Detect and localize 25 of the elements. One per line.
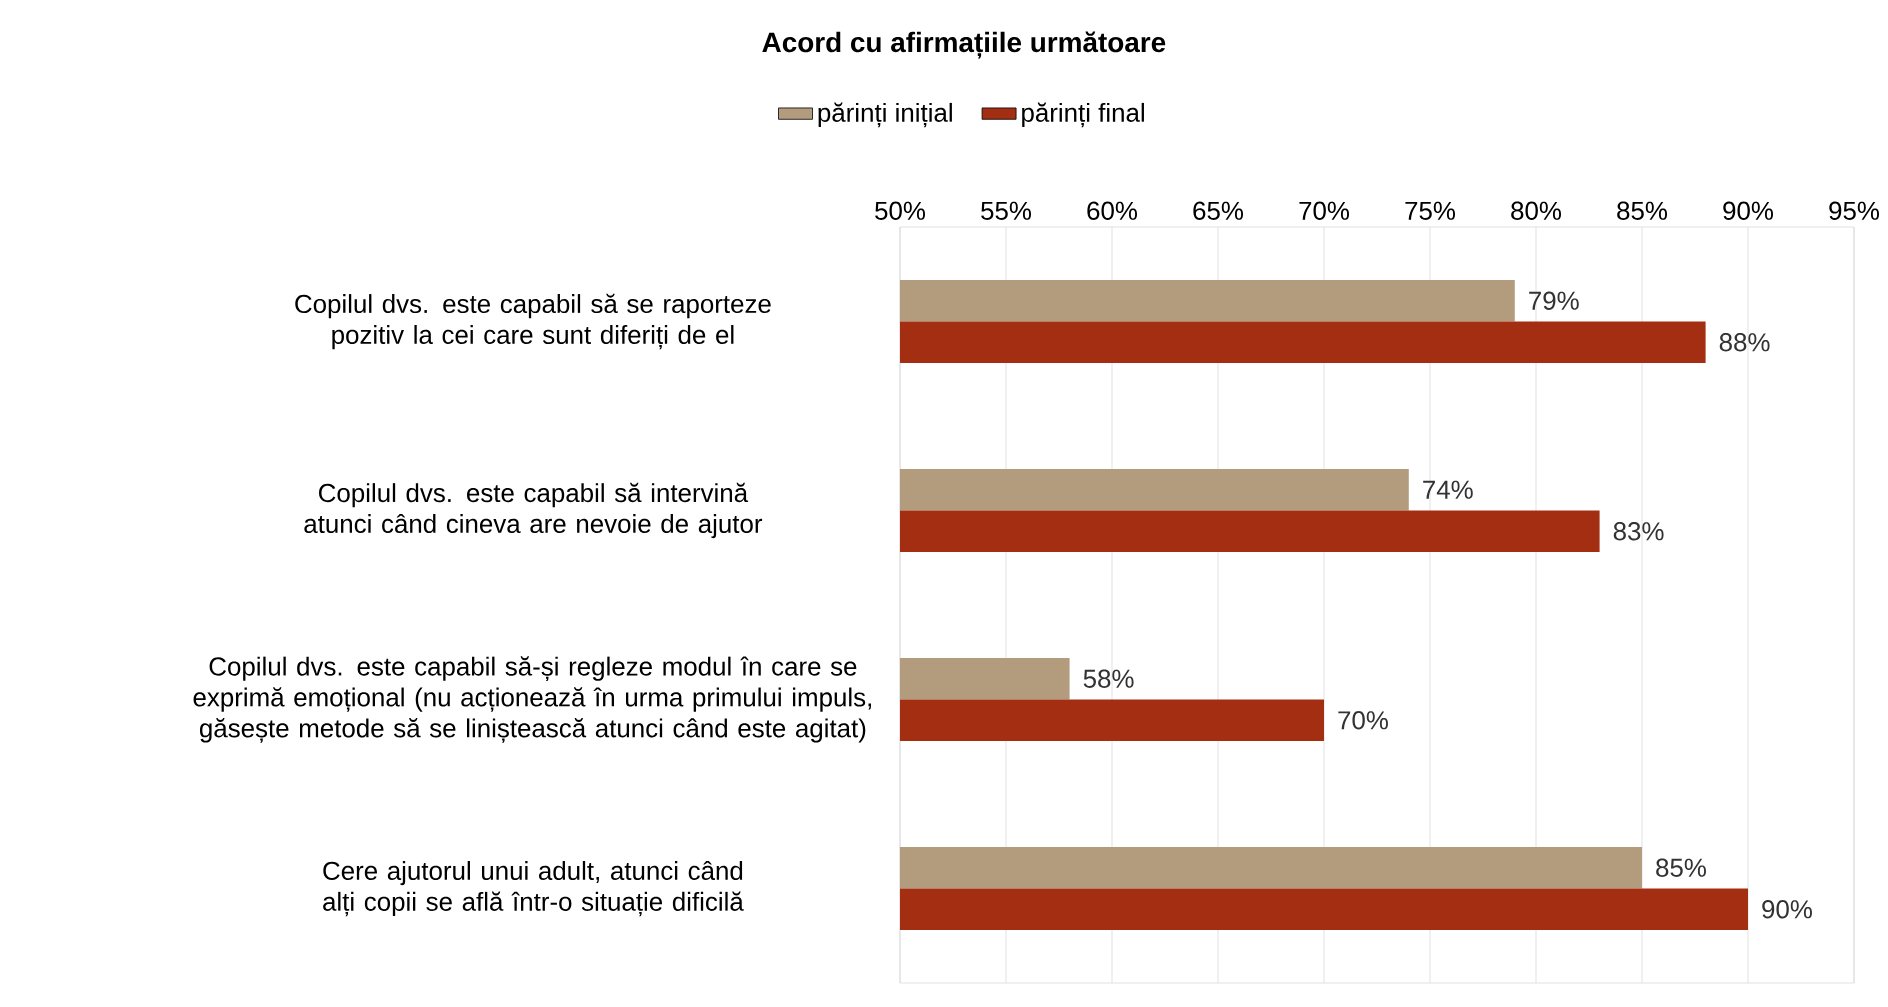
x-tick-label: 70% xyxy=(1299,201,1349,220)
data-label: 58% xyxy=(1083,669,1134,688)
data-label: 88% xyxy=(1719,333,1770,352)
legend-label: părinți final xyxy=(1022,102,1144,128)
x-tick-label: 95% xyxy=(1829,201,1879,220)
data-label: 85% xyxy=(1656,858,1706,877)
y-tick-label: Copilul dvs. este capabil să se raporteze pozitiv la cei care sunt diferiți de el xyxy=(295,293,771,350)
legend-label: părinți inițial xyxy=(818,102,952,128)
y-tick-label: Copilul dvs. este capabil să intervină atunci când cineva are nevoie de ajutor xyxy=(304,482,763,539)
y-tick-label: Cere ajutorul unui adult, atunci când alți copii se află într-o situație dificilă xyxy=(323,860,744,917)
y-tick-label: Copilul dvs. este capabil să-și regleze modul în care se exprimă emoțional (nu acționează în urma primului impuls, găsește metode să se liniștească atunci când este agitat) xyxy=(193,656,871,743)
data-label: 90% xyxy=(1762,900,1812,919)
x-tick-label: 75% xyxy=(1405,201,1455,220)
data-label: 70% xyxy=(1338,711,1388,730)
x-tick-label: 90% xyxy=(1723,201,1773,220)
x-tick-label: 50% xyxy=(875,201,925,220)
data-label: 74% xyxy=(1423,480,1473,499)
data-label: 83% xyxy=(1613,522,1664,541)
chart-title: Acord cu afirmațiile următoare xyxy=(762,31,1166,59)
x-tick-label: 80% xyxy=(1511,201,1561,220)
x-tick-label: 60% xyxy=(1087,201,1137,220)
data-label: 79% xyxy=(1529,291,1579,310)
x-tick-label: 55% xyxy=(981,201,1031,220)
x-tick-label: 65% xyxy=(1193,201,1243,220)
x-tick-label: 85% xyxy=(1617,201,1667,220)
